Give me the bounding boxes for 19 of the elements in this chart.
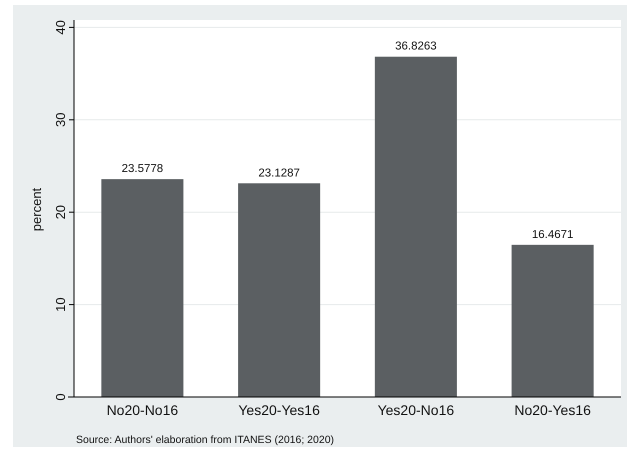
data-label: 16.4671 [532, 228, 574, 241]
y-tick-label: 30 [53, 112, 68, 128]
data-label: 36.8263 [395, 40, 437, 53]
x-tick-label: Yes20-Yes16 [238, 402, 320, 418]
bar [374, 56, 457, 397]
x-tick-label: No20-Yes16 [514, 402, 592, 418]
y-axis-title: percent [29, 187, 44, 232]
y-tick-label: 10 [53, 297, 68, 312]
y-tick-label: 20 [53, 204, 68, 220]
bar [238, 183, 320, 397]
source-note: Source: Authors' elaboration from ITANES (2016; 2020) [76, 434, 334, 446]
data-label: 23.1287 [258, 167, 300, 180]
y-tick-label: 0 [53, 393, 68, 401]
data-label: 23.5778 [122, 163, 164, 176]
y-tick-label: 40 [53, 20, 68, 35]
bar [512, 244, 594, 397]
x-tick-label: No20-No16 [106, 402, 178, 418]
bar [101, 179, 184, 397]
x-tick-label: Yes20-No16 [378, 402, 454, 418]
